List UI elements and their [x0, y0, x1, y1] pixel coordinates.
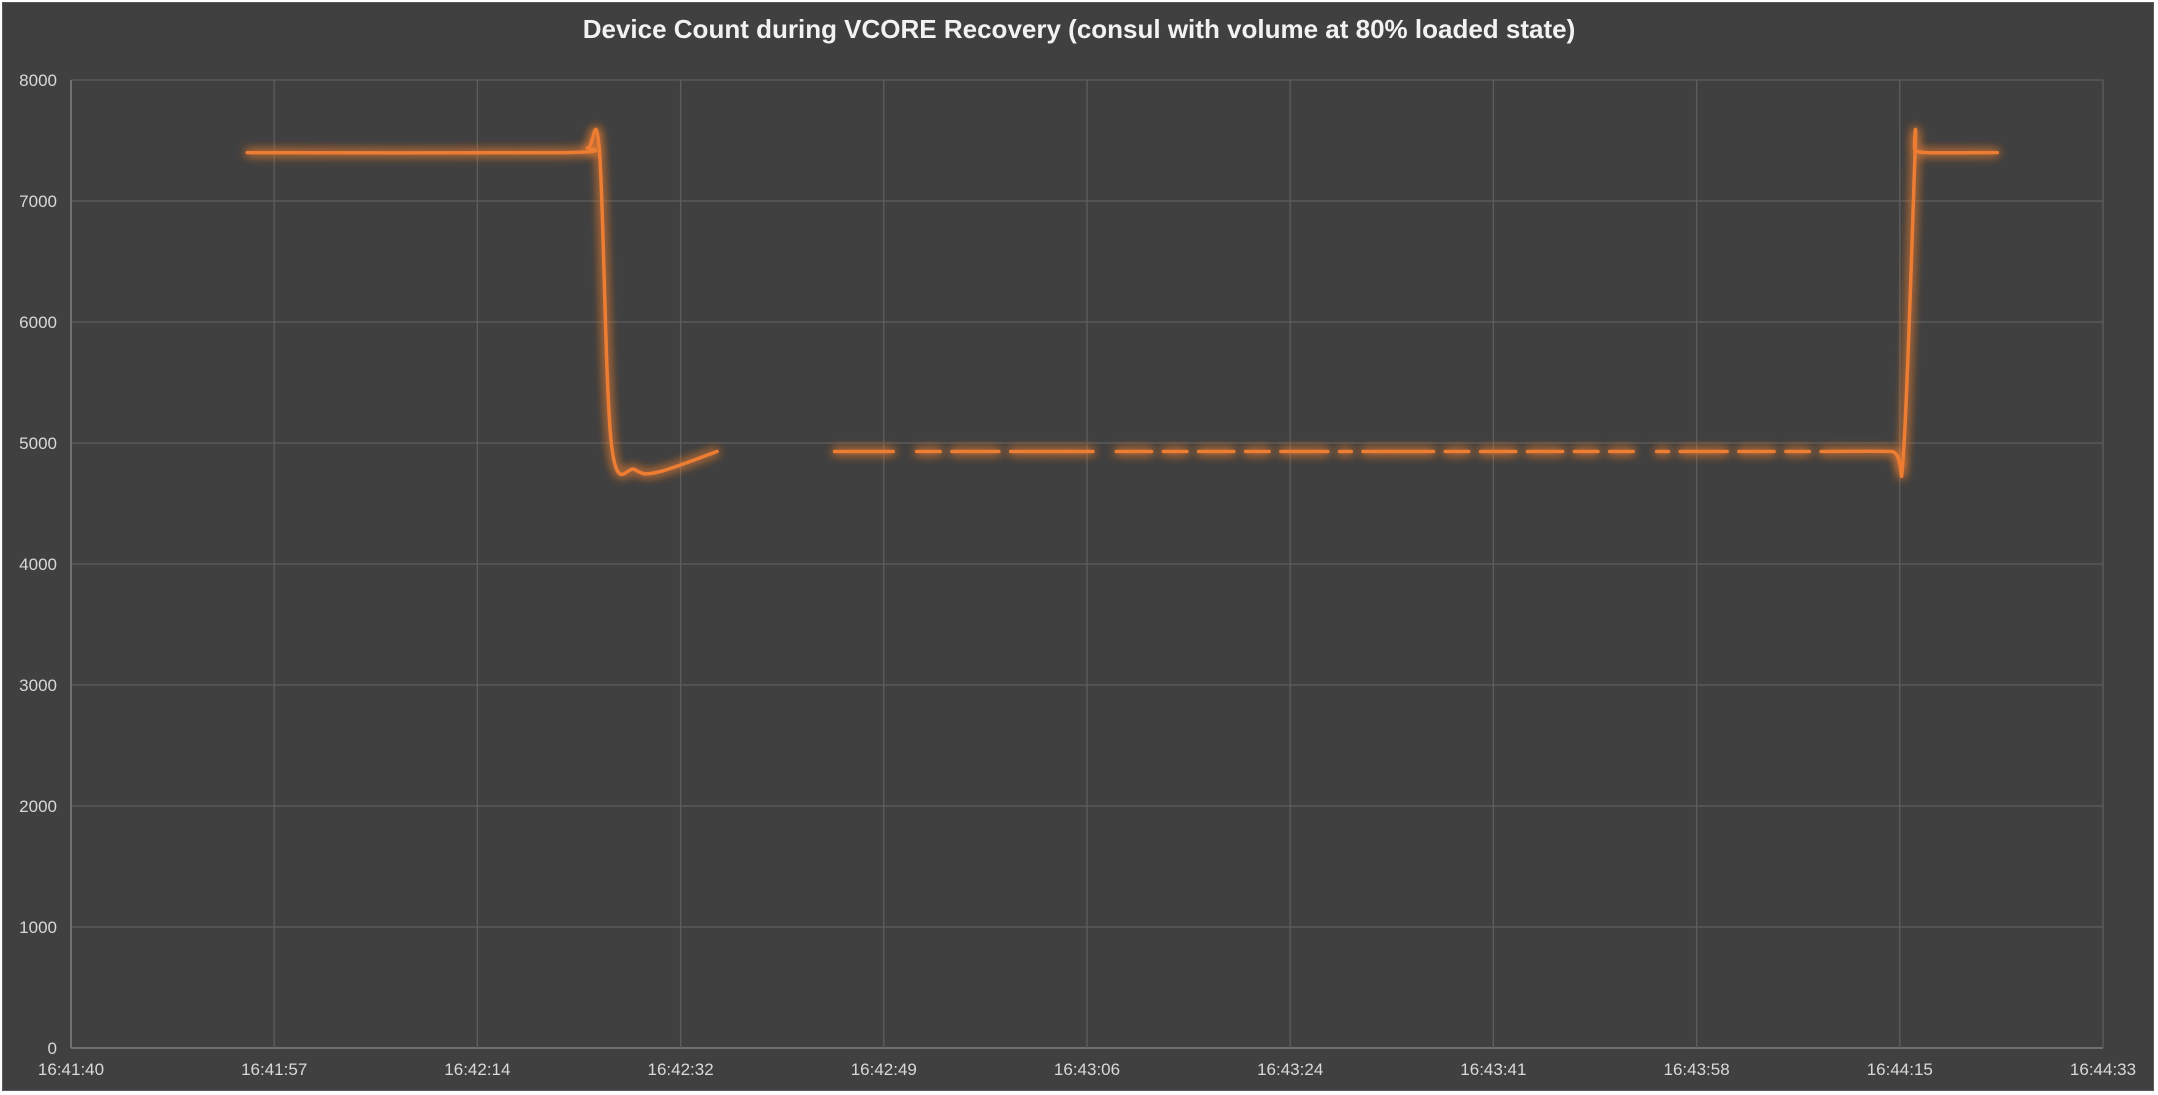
tick-layer: 0 1000 2000 3000 4000 5000 6000 7000 8000 16:41:4… — [19, 71, 2136, 1079]
y-tick-label: 2000 — [19, 797, 57, 816]
x-tick-label: 16:43:24 — [1257, 1060, 1323, 1079]
y-tick-label: 8000 — [19, 71, 57, 90]
y-tick-label: 7000 — [19, 192, 57, 211]
y-tick-label: 4000 — [19, 555, 57, 574]
series-segment — [1819, 127, 2000, 478]
x-tick-label: 16:42:32 — [648, 1060, 714, 1079]
series-layer — [245, 127, 2000, 478]
x-tick-label: 16:44:15 — [1867, 1060, 1933, 1079]
x-tick-label: 16:42:49 — [851, 1060, 917, 1079]
x-tick-label: 16:43:58 — [1664, 1060, 1730, 1079]
grid-layer — [70, 79, 2104, 1049]
x-tick-label: 16:42:14 — [444, 1060, 510, 1079]
x-tick-label: 16:43:41 — [1460, 1060, 1526, 1079]
series-line — [245, 127, 2000, 478]
chart-title: Device Count during VCORE Recovery (cons… — [583, 14, 1576, 44]
x-tick-label: 16:41:40 — [38, 1060, 104, 1079]
y-tick-label: 0 — [48, 1039, 57, 1058]
series-segment — [245, 127, 719, 477]
y-tick-label: 5000 — [19, 434, 57, 453]
line-chart: Device Count during VCORE Recovery (cons… — [19, 14, 2136, 1079]
y-tick-label: 6000 — [19, 313, 57, 332]
x-tick-label: 16:43:06 — [1054, 1060, 1120, 1079]
y-tick-label: 1000 — [19, 918, 57, 937]
x-tick-label: 16:44:33 — [2070, 1060, 2136, 1079]
x-tick-label: 16:41:57 — [241, 1060, 307, 1079]
y-tick-label: 3000 — [19, 676, 57, 695]
